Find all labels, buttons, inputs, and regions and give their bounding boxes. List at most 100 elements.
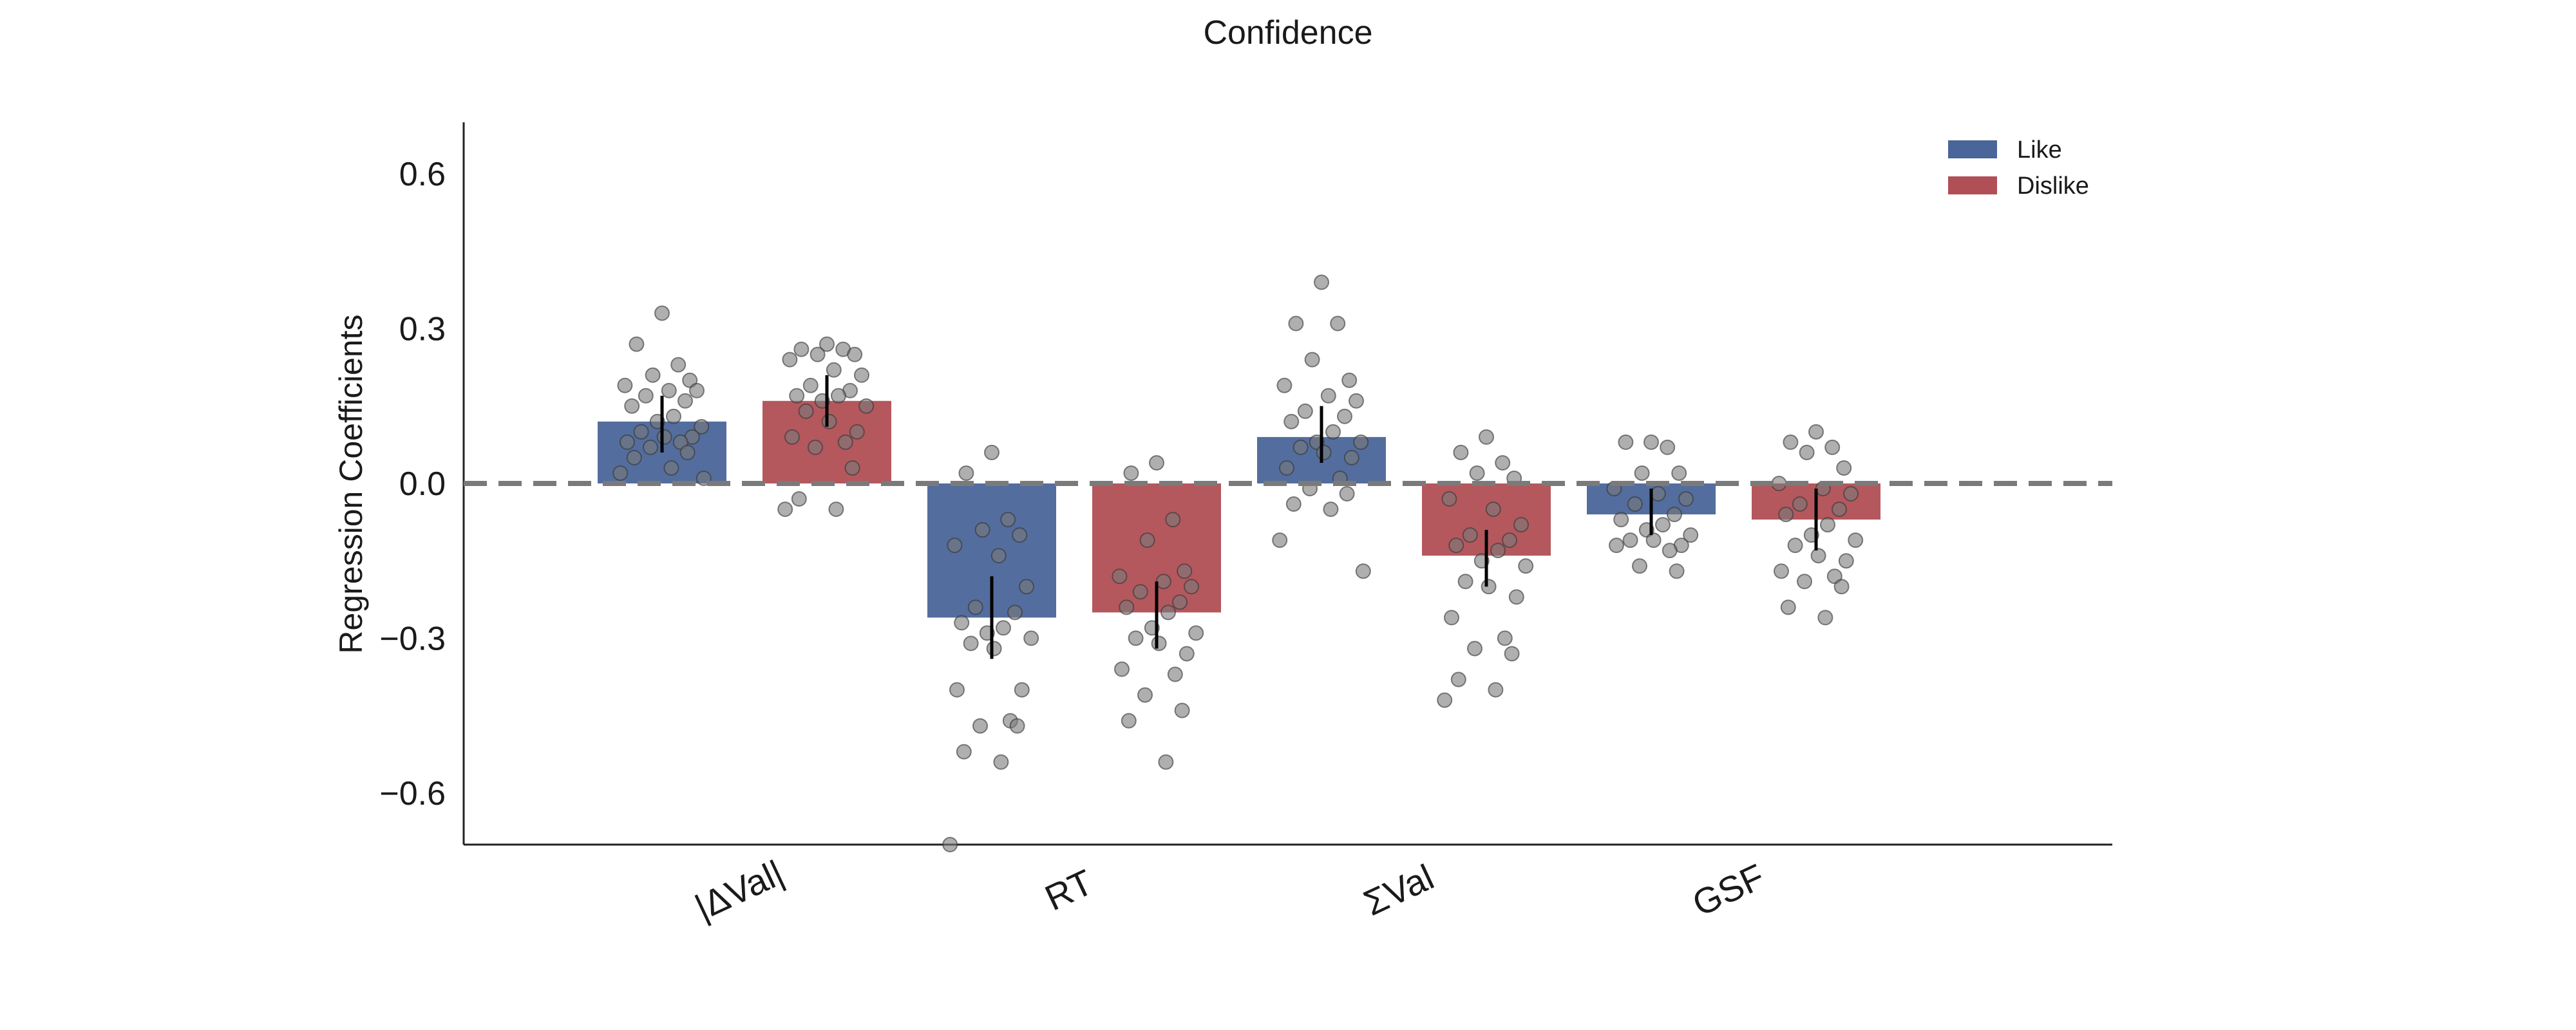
data-point <box>844 460 860 476</box>
data-point <box>808 439 823 455</box>
data-point <box>1441 491 1457 507</box>
data-point <box>1643 434 1659 450</box>
data-point <box>1007 604 1023 621</box>
data-point <box>1792 496 1808 512</box>
data-point <box>858 398 875 414</box>
data-point <box>1671 465 1687 481</box>
data-point <box>1014 682 1030 698</box>
data-point <box>633 424 649 440</box>
data-point <box>1288 315 1304 332</box>
data-point <box>1655 517 1671 533</box>
data-point <box>1112 568 1128 585</box>
data-point <box>1650 486 1666 502</box>
data-point <box>956 744 972 760</box>
data-point <box>1437 692 1453 708</box>
data-point <box>1609 538 1624 554</box>
data-point <box>1513 517 1529 533</box>
y-tick-label: 0.3 <box>399 311 446 348</box>
data-point <box>1833 579 1850 595</box>
data-point <box>624 398 640 414</box>
legend-label: Dislike <box>2017 173 2089 200</box>
data-point <box>784 429 800 445</box>
data-point <box>1158 754 1174 770</box>
y-tick-label: −0.3 <box>379 620 446 657</box>
data-point <box>1276 377 1293 393</box>
data-point <box>1462 527 1478 543</box>
data-point <box>1774 563 1789 579</box>
data-point <box>666 408 681 424</box>
data-point <box>1457 574 1473 590</box>
data-point <box>1320 388 1336 404</box>
data-point <box>777 501 793 518</box>
data-point <box>789 388 805 404</box>
data-point <box>1771 476 1787 491</box>
data-point <box>1838 553 1854 569</box>
data-point <box>1848 532 1864 548</box>
data-point <box>798 403 814 419</box>
data-point <box>679 444 696 460</box>
data-point <box>677 393 693 409</box>
plot-area: 0.6 0.3 0.0 −0.3 −0.6 |ΔVal| RT ΣVal GSF <box>379 122 2112 928</box>
data-point <box>670 357 687 373</box>
legend-swatch-dislike <box>1948 176 1997 194</box>
y-tick-label: 0.6 <box>399 156 446 193</box>
data-point <box>1783 434 1799 450</box>
data-point <box>1820 517 1835 533</box>
data-point <box>967 599 983 615</box>
data-point <box>1123 465 1139 481</box>
data-point <box>1353 434 1369 450</box>
data-point <box>1330 315 1346 332</box>
data-point <box>1518 558 1534 574</box>
data-point <box>1488 682 1504 698</box>
data-point <box>1485 501 1501 518</box>
data-point <box>1337 408 1352 424</box>
data-point <box>626 449 642 465</box>
data-point <box>1314 274 1329 290</box>
data-point <box>1808 424 1824 440</box>
data-point <box>984 444 999 460</box>
data-point <box>1618 434 1634 450</box>
data-point <box>663 460 679 476</box>
data-point <box>1780 599 1796 615</box>
data-point <box>1469 465 1485 481</box>
data-point <box>1490 543 1506 559</box>
data-point <box>1504 646 1520 662</box>
data-point <box>986 641 1002 657</box>
data-point <box>831 388 846 404</box>
data-point <box>654 305 670 321</box>
data-point <box>1279 460 1294 476</box>
data-point <box>1172 594 1188 610</box>
data-point <box>1023 630 1039 646</box>
data-point <box>819 336 835 352</box>
data-point <box>1177 563 1193 579</box>
data-point <box>645 367 661 383</box>
x-tick-label: ΣVal <box>1358 856 1440 923</box>
data-point <box>1114 661 1130 677</box>
data-point <box>1467 641 1482 657</box>
data-point <box>837 434 853 450</box>
data-point <box>1497 630 1513 646</box>
data-point <box>1622 532 1638 548</box>
data-point <box>1683 527 1699 543</box>
data-point <box>1316 444 1332 460</box>
data-point <box>1667 507 1682 523</box>
data-point <box>826 362 842 378</box>
data-point <box>802 377 819 393</box>
data-point <box>1119 599 1135 615</box>
data-point <box>1810 548 1826 564</box>
data-point <box>947 538 963 554</box>
data-point <box>972 718 988 734</box>
data-point <box>1799 444 1815 460</box>
data-point <box>617 377 633 393</box>
data-point <box>996 620 1011 636</box>
data-point <box>791 491 807 507</box>
x-tick-label: GSF <box>1686 856 1770 924</box>
data-point <box>1149 454 1164 471</box>
data-point <box>1836 460 1852 476</box>
data-point <box>958 465 974 481</box>
data-point <box>1502 532 1517 548</box>
data-point <box>1009 718 1025 734</box>
data-point <box>854 367 869 383</box>
